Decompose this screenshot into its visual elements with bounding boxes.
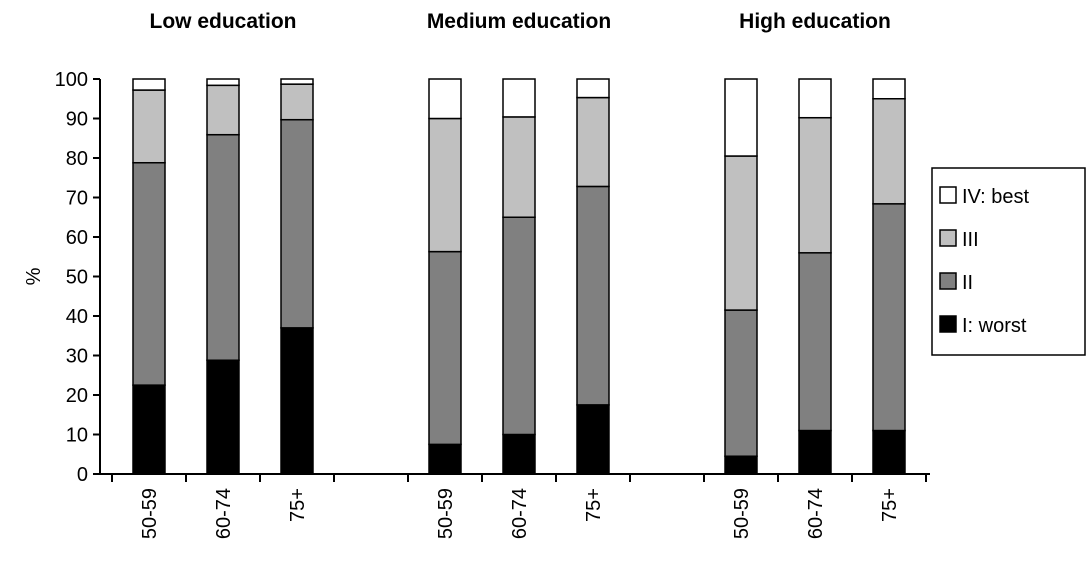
x-category-label: 50-59 [435,488,457,539]
bar-segment [502,433,536,475]
bar-segment [428,443,462,475]
bar-segment [132,161,166,386]
bar-segment [576,78,610,99]
x-category-label: 75+ [287,488,309,522]
bar-segment [798,116,832,254]
y-tick-label: 30 [66,346,88,368]
bar-segment [428,250,462,446]
legend-label: IV: best [962,186,1030,208]
y-tick-label: 0 [77,464,88,486]
bar-segment [724,455,758,475]
y-tick-label: 70 [66,188,88,210]
x-category-label: 50-59 [139,488,161,539]
y-axis-label: % [23,267,45,285]
bar-segment [280,78,314,85]
bar-segment [872,98,906,205]
legend-box [931,167,1086,356]
group-title: High education [739,10,891,33]
x-category-label: 60-74 [509,488,531,539]
bar-segment [576,185,610,406]
bar-segment [724,155,758,311]
x-category-label: 75+ [583,488,605,522]
legend-label: II [962,272,973,294]
bar-segment [206,78,240,87]
y-tick-label: 60 [66,227,88,249]
y-tick-label: 40 [66,306,88,328]
x-category-label: 75+ [879,488,901,522]
bar-segment [502,116,536,218]
bar-segment [798,78,832,119]
y-tick-label: 20 [66,385,88,407]
bar-segment [872,203,906,432]
bar-segment [428,117,462,253]
y-tick-label: 90 [66,109,88,131]
y-tick-label: 100 [55,69,88,91]
bar-segment [724,309,758,457]
y-tick-label: 10 [66,425,88,447]
bar-segment [132,384,166,475]
bar-segment [132,78,166,91]
bar-segment [206,359,240,475]
bar-segment [132,89,166,164]
bar-segment [872,429,906,475]
legend-swatch [939,315,957,333]
bar-segment [502,78,536,118]
bar-segment [280,118,314,329]
bar-segment [576,96,610,188]
x-category-label: 60-74 [805,488,827,539]
bar-segment [576,404,610,475]
bar-segment [798,252,832,432]
bar-segment [428,78,462,120]
y-tick-label: 50 [66,267,88,289]
group-title: Medium education [427,10,611,33]
legend-swatch [939,186,957,204]
bar-segment [206,84,240,136]
bar-segment [280,327,314,475]
bar-segment [872,78,906,100]
bar-segment [724,78,758,157]
group-title: Low education [150,10,297,33]
bar-segment [280,83,314,121]
legend-swatch [939,272,957,290]
bar-segment [502,216,536,436]
y-tick-label: 80 [66,148,88,170]
x-category-label: 60-74 [213,488,235,539]
x-category-label: 50-59 [731,488,753,539]
legend-label: III [962,229,979,251]
bar-segment [798,429,832,475]
bar-segment [206,133,240,361]
legend-label: I: worst [962,315,1027,337]
legend-swatch [939,229,957,247]
